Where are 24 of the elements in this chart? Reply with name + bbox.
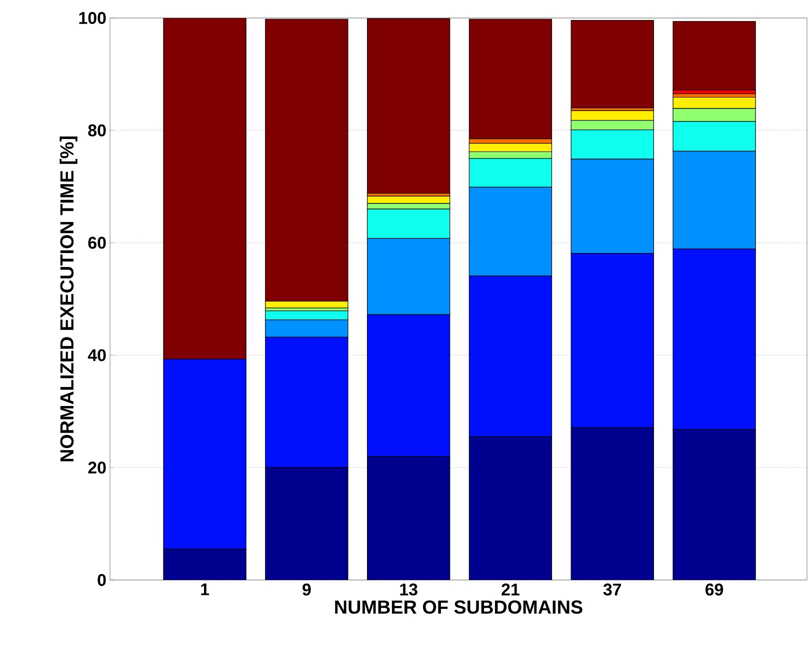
y-tick-label: 40 bbox=[88, 349, 106, 362]
bar bbox=[265, 468, 348, 580]
x-tick-label: 37 bbox=[603, 584, 622, 596]
y-tick-label: 60 bbox=[88, 236, 106, 249]
bar bbox=[163, 549, 246, 580]
bar bbox=[672, 21, 756, 90]
y-tick-label: 20 bbox=[88, 462, 106, 474]
bar bbox=[469, 436, 552, 580]
bar bbox=[468, 18, 552, 140]
bar bbox=[571, 428, 654, 580]
x-tick-label: 9 bbox=[302, 584, 311, 596]
bar bbox=[570, 20, 654, 108]
x-tick-label: 21 bbox=[502, 584, 520, 596]
x-axis-title: NUMBER OF SUBDOMAINS bbox=[335, 600, 582, 614]
y-tick-label: 80 bbox=[88, 124, 106, 136]
y-tick-label: 0 bbox=[98, 574, 106, 586]
y-tick-label: 100 bbox=[79, 12, 106, 24]
bar bbox=[367, 456, 450, 580]
bar bbox=[367, 18, 450, 194]
x-tick-label: 69 bbox=[705, 584, 724, 596]
bar bbox=[672, 429, 756, 580]
y-axis-title: NORMALIZED EXECUTION TIME [%] bbox=[60, 136, 78, 462]
x-tick-label: 13 bbox=[400, 584, 418, 596]
x-tick-label: 1 bbox=[201, 584, 210, 596]
